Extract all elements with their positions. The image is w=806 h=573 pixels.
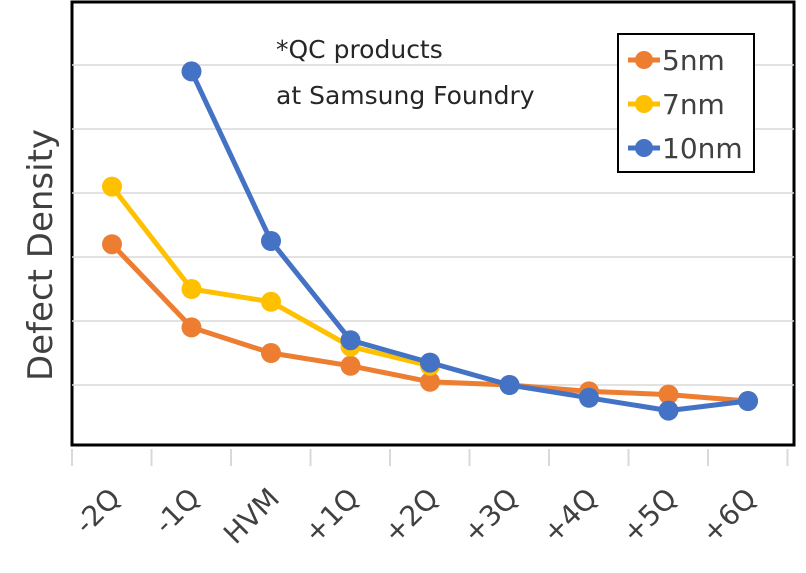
data-point xyxy=(340,330,361,351)
data-point xyxy=(738,391,758,411)
series-line xyxy=(189,70,749,414)
data-point xyxy=(261,231,281,251)
data-point xyxy=(499,375,520,395)
annotation-line-2: at Samsung Foundry xyxy=(276,81,535,110)
legend-marker xyxy=(635,139,653,157)
data-point xyxy=(420,371,440,392)
x-tick-label: +1Q xyxy=(297,482,365,550)
legend-marker xyxy=(635,51,653,69)
series-layer xyxy=(102,61,758,421)
x-axis-tick-labels: -2Q -1Q HVM +1Q +2Q +3Q +4Q +5Q +6Q xyxy=(68,482,763,551)
data-point xyxy=(658,384,679,405)
x-tick-label: +5Q xyxy=(615,482,683,550)
x-tick-label: +3Q xyxy=(456,482,524,550)
x-axis-ticks xyxy=(71,449,789,466)
data-point xyxy=(579,387,599,408)
annotation-line-1: *QC products xyxy=(276,35,443,64)
legend-label: 7nm xyxy=(662,88,725,121)
series-10nm xyxy=(181,61,758,421)
x-tick-label: +6Q xyxy=(695,482,763,550)
legend-label: 5nm xyxy=(662,44,725,77)
data-point xyxy=(102,176,122,197)
x-tick-label: +4Q xyxy=(536,482,604,550)
data-point xyxy=(261,343,281,363)
data-point xyxy=(102,234,122,255)
legend-label: 10nm xyxy=(662,132,743,165)
data-point xyxy=(181,317,202,338)
data-point xyxy=(420,352,440,373)
data-point xyxy=(181,279,202,299)
x-tick-label: -2Q xyxy=(68,482,127,541)
x-tick-label: +2Q xyxy=(377,482,445,550)
x-tick-label: -1Q xyxy=(148,482,207,541)
y-axis-label: Defect Density xyxy=(21,129,61,381)
data-point xyxy=(261,291,281,312)
x-tick-label: HVM xyxy=(217,482,286,551)
legend-marker xyxy=(635,95,653,113)
data-point xyxy=(340,355,361,376)
data-point xyxy=(181,61,202,82)
data-point xyxy=(658,400,679,421)
legend: 5nm 7nm 10nm xyxy=(617,33,755,173)
